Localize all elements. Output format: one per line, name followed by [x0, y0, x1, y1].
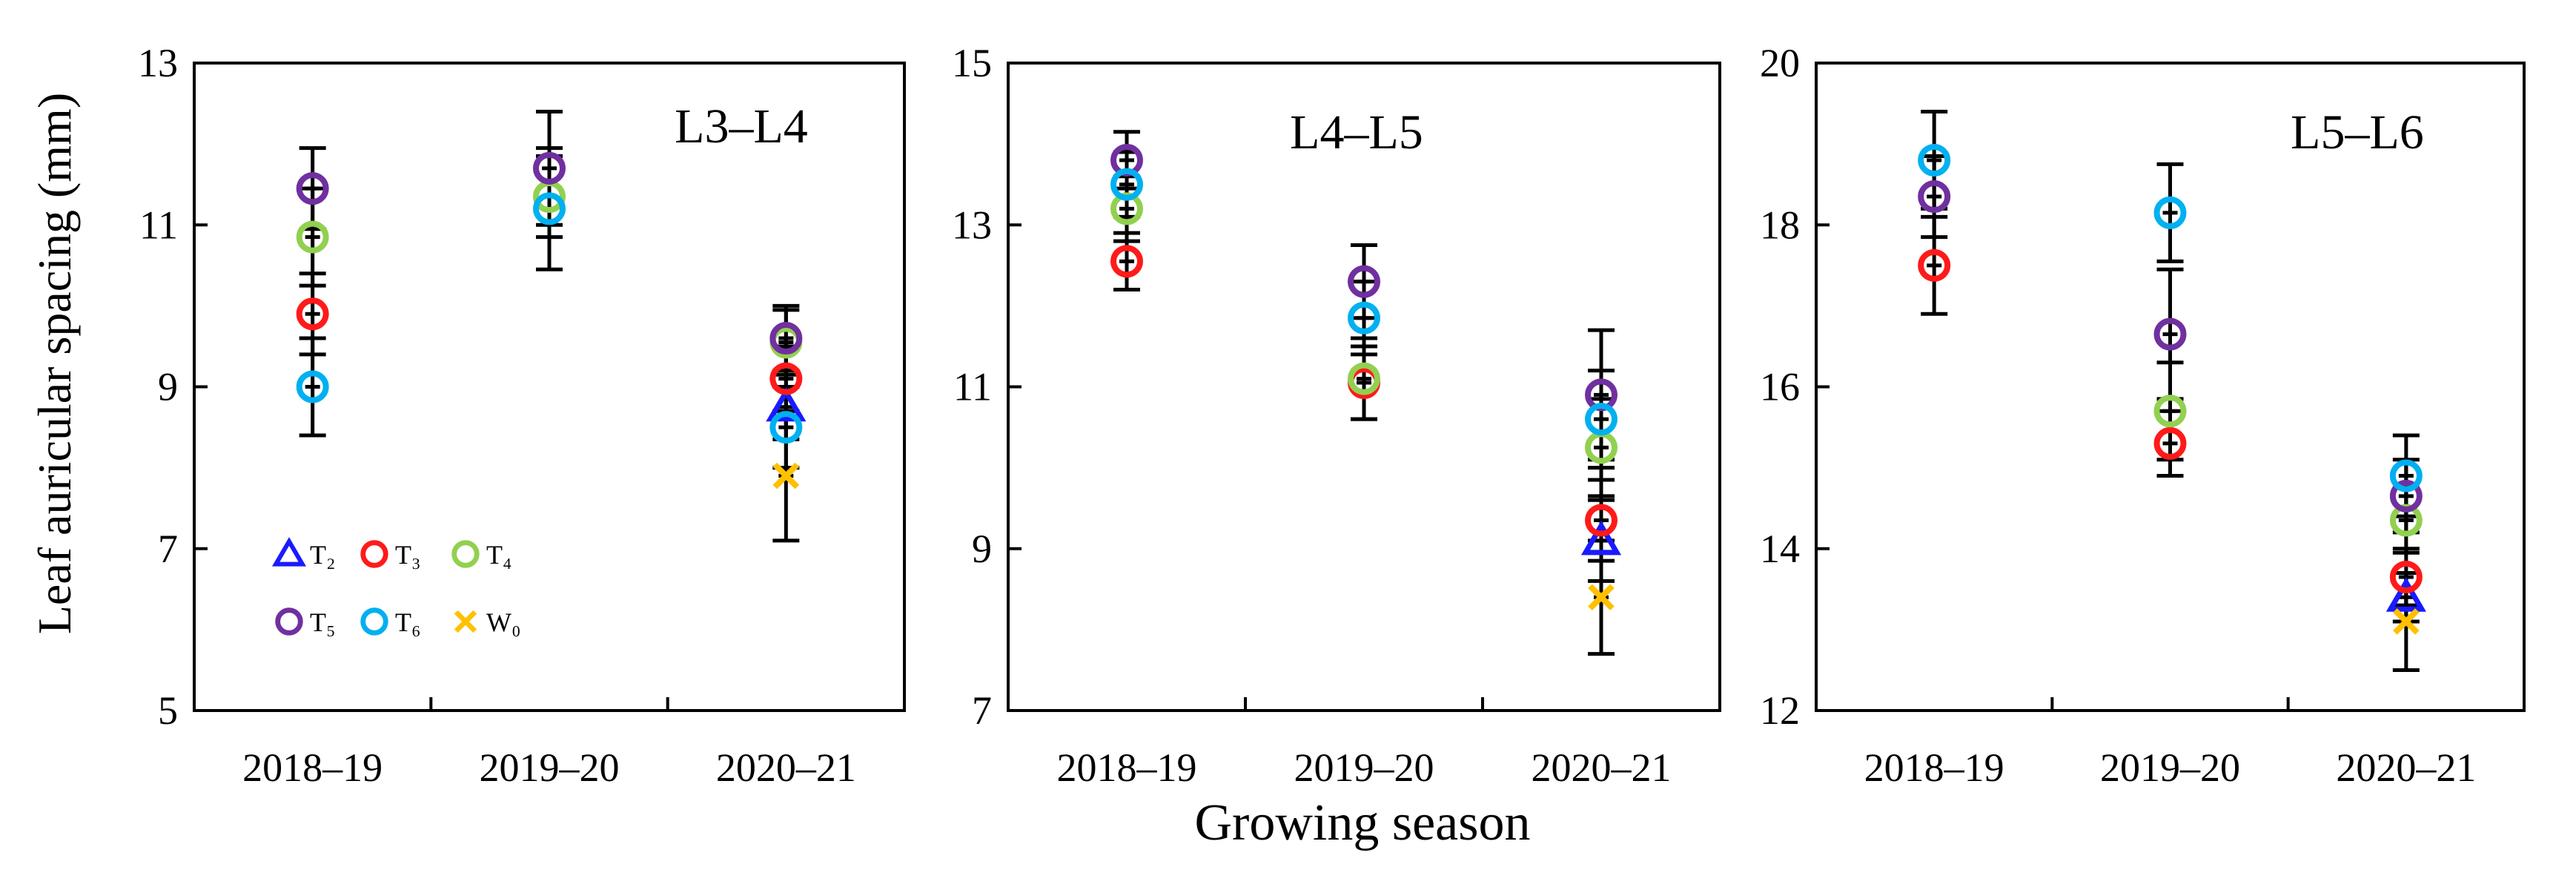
x-tick-label: 2019–20 — [2100, 745, 2240, 790]
panel-title: L5–L6 — [2291, 105, 2424, 159]
legend-item-t5: T₅ — [275, 607, 336, 637]
y-tick-label: 7 — [972, 688, 992, 733]
legend-item-t2: T₂ — [271, 537, 336, 570]
point-t4 — [2153, 395, 2187, 428]
chart-panel-2: 7 9 11 13 15 2018–19 2019–20 2020–21 L4–L5 — [952, 41, 1721, 790]
point-t5 — [1348, 265, 1380, 298]
y-tick-label: 12 — [1760, 688, 1800, 733]
point-t4 — [1348, 362, 1380, 395]
y-tick-label: 13 — [952, 202, 992, 247]
point-t6 — [2389, 459, 2423, 492]
point-t2 — [766, 386, 807, 422]
legend-marker-w0 — [454, 610, 477, 633]
legend-marker-w0-stroke-b — [454, 610, 477, 633]
legend-label: T₂ — [310, 540, 336, 570]
point-t2 — [1580, 520, 1622, 556]
error-bar — [1588, 369, 1615, 470]
y-tick-label: 16 — [1760, 365, 1800, 409]
legend-marker-t3 — [360, 540, 388, 568]
point-t5 — [1918, 180, 1951, 214]
point-w0 — [772, 462, 800, 490]
point-t3 — [1110, 245, 1143, 278]
legend-label: T₃ — [395, 540, 421, 570]
y-tick-label: 14 — [1760, 527, 1800, 571]
x-tick-label: 2018–19 — [1864, 745, 2004, 790]
y-tick-label: 9 — [972, 527, 992, 571]
point-t5 — [2389, 479, 2423, 513]
error-bar — [1921, 109, 1948, 211]
point-t5 — [296, 172, 329, 205]
legend-item-t6: T₆ — [360, 607, 421, 637]
x-tick-label: 2020–21 — [2336, 745, 2476, 790]
y-tick-label: 18 — [1760, 202, 1800, 247]
point-w0-stroke-b — [1588, 584, 1615, 611]
point-w0-stroke-b — [772, 462, 800, 490]
point-t5 — [769, 322, 803, 355]
legend-item-w0: W₀ — [454, 607, 521, 637]
x-tick-label: 2020–21 — [1532, 745, 1672, 790]
point-t6 — [2153, 196, 2187, 229]
panel-title: L4–L5 — [1290, 105, 1423, 159]
legend-label: W₀ — [486, 607, 521, 637]
y-tick-label: 11 — [139, 202, 178, 247]
y-tick-label: 11 — [953, 365, 992, 409]
point-t3 — [2153, 426, 2187, 460]
legend-marker-t2 — [271, 537, 307, 567]
legend: T₂ T₃ T₄ T₅ T₆ W₀ — [271, 537, 521, 637]
point-t3 — [296, 297, 329, 331]
error-bar — [1113, 231, 1140, 292]
error-bar — [2156, 267, 2184, 401]
y-axis-label: Leaf auricular spacing (mm) — [28, 93, 81, 634]
point-t3 — [2389, 560, 2423, 593]
point-t6 — [1348, 301, 1380, 335]
point-w0-stroke-b — [2393, 608, 2420, 635]
y-tick-label: 20 — [1760, 41, 1800, 85]
x-tick-label: 2018–19 — [1057, 745, 1197, 790]
error-bar — [2156, 162, 2184, 263]
legend-item-t3: T₃ — [360, 540, 421, 570]
point-t6 — [296, 370, 329, 403]
point-t6 — [1918, 143, 1951, 177]
legend-label: T₄ — [486, 540, 512, 570]
legend-label: T₆ — [395, 607, 421, 637]
point-t5 — [533, 151, 566, 185]
y-tick-label: 7 — [158, 527, 178, 571]
y-tick-label: 15 — [952, 41, 992, 85]
error-bar — [299, 336, 326, 438]
x-tick-label: 2019–20 — [480, 745, 620, 790]
point-t6 — [769, 411, 803, 444]
point-t3 — [1918, 248, 1951, 282]
x-axis-label: Growing season — [1195, 794, 1531, 851]
legend-marker-t4 — [451, 540, 480, 568]
point-t6 — [1110, 168, 1143, 201]
x-tick-label: 2018–19 — [242, 745, 383, 790]
panel-title: L3–L4 — [675, 99, 808, 154]
point-t6 — [1585, 403, 1618, 436]
x-tick-label: 2019–20 — [1294, 745, 1434, 790]
point-w0 — [2393, 608, 2420, 635]
point-t6 — [533, 192, 566, 225]
point-t3 — [769, 362, 803, 395]
legend-item-t4: T₄ — [451, 540, 512, 570]
x-tick-label: 2020–21 — [716, 745, 856, 790]
error-bar — [772, 303, 800, 373]
chart-panel-3: 12 14 16 18 20 2018–19 2019–20 2020–21 L5–L6 — [1760, 41, 2526, 790]
legend-marker-t5 — [275, 607, 303, 636]
point-w0 — [1588, 584, 1615, 611]
error-bar — [2392, 433, 2420, 518]
point-t2 — [2385, 577, 2426, 612]
point-t5 — [2153, 317, 2187, 351]
y-tick-label: 5 — [158, 688, 178, 733]
y-tick-label: 13 — [138, 41, 178, 85]
point-t3 — [1585, 504, 1618, 537]
y-tick-label: 9 — [158, 365, 178, 409]
legend-label: T₅ — [310, 607, 336, 637]
point-t4 — [296, 220, 329, 254]
error-bar — [1113, 150, 1140, 219]
legend-marker-t6 — [360, 607, 388, 636]
